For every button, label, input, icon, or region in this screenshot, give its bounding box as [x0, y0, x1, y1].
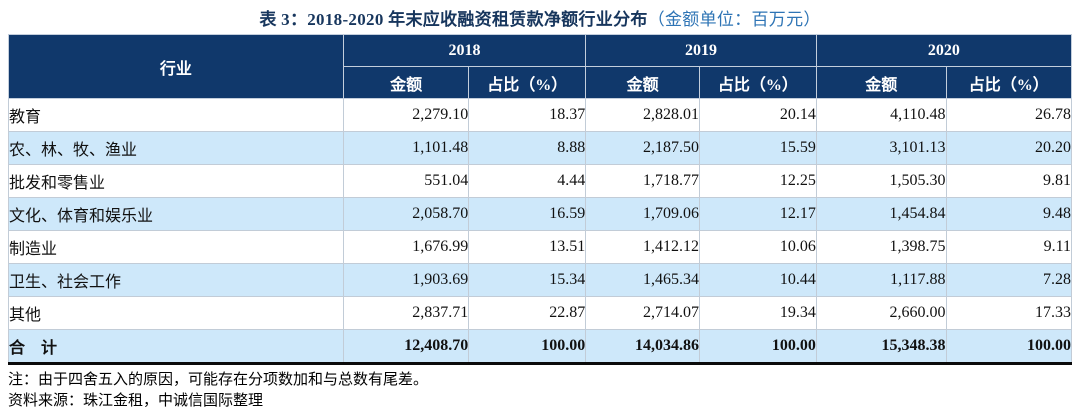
share-cell: 100.00 — [945, 329, 1073, 365]
amount-cell: 1,718.77 — [585, 164, 700, 198]
industry-distribution-table: 行业 2018 2019 2020 金额 占比（%） 金额 占比（%） 金额 占… — [8, 34, 1073, 365]
footnote: 注：由于四舍五入的原因，可能存在分项数加和与总数有尾差。 — [8, 372, 429, 388]
table-title: 表 3：2018-2020 年末应收融资租赁款净额行业分布（金额单位：百万元） — [0, 0, 1080, 34]
source-note: 资料来源：珠江金租，中诚信国际整理 — [8, 393, 264, 409]
amount-cell: 1,505.30 — [815, 164, 947, 198]
share-cell: 15.59 — [698, 131, 817, 165]
header-row-years: 行业 2018 2019 2020 — [8, 34, 1073, 99]
amount-cell: 4,110.48 — [815, 98, 947, 132]
share-cell: 9.11 — [945, 230, 1073, 264]
amount-cell: 15,348.38 — [815, 329, 947, 365]
share-cell: 15.34 — [468, 263, 587, 297]
amount-cell: 2,279.10 — [342, 98, 470, 132]
col-header-share-2018: 占比（%） — [468, 66, 587, 99]
industry-cell: 文化、体育和娱乐业 — [8, 197, 344, 231]
share-cell: 8.88 — [468, 131, 587, 165]
col-header-industry: 行业 — [8, 34, 344, 99]
amount-cell: 1,117.88 — [815, 263, 947, 297]
amount-cell: 1,101.48 — [342, 131, 470, 165]
table-row: 教育 2,279.10 18.37 2,828.01 20.14 4,110.4… — [8, 98, 1073, 132]
table-title-unit: （金额单位：百万元） — [647, 10, 821, 29]
industry-cell: 教育 — [8, 98, 344, 132]
share-cell: 13.51 — [468, 230, 587, 264]
col-header-share-2019: 占比（%） — [698, 66, 817, 99]
col-header-year-2018: 2018 — [342, 34, 587, 67]
share-cell: 18.37 — [468, 98, 587, 132]
col-header-share-2020: 占比（%） — [945, 66, 1073, 99]
amount-cell: 551.04 — [342, 164, 470, 198]
amount-cell: 1,454.84 — [815, 197, 947, 231]
share-cell: 12.17 — [698, 197, 817, 231]
table-row: 文化、体育和娱乐业 2,058.70 16.59 1,709.06 12.17 … — [8, 197, 1073, 231]
amount-cell: 2,058.70 — [342, 197, 470, 231]
share-cell: 22.87 — [468, 296, 587, 330]
share-cell: 26.78 — [945, 98, 1073, 132]
share-cell: 100.00 — [698, 329, 817, 365]
table-row: 制造业 1,676.99 13.51 1,412.12 10.06 1,398.… — [8, 230, 1073, 264]
amount-cell: 2,187.50 — [585, 131, 700, 165]
share-cell: 12.25 — [698, 164, 817, 198]
amount-cell: 3,101.13 — [815, 131, 947, 165]
share-cell: 7.28 — [945, 263, 1073, 297]
share-cell: 9.81 — [945, 164, 1073, 198]
amount-cell: 1,903.69 — [342, 263, 470, 297]
amount-cell: 2,828.01 — [585, 98, 700, 132]
table-notes: 注：由于四舍五入的原因，可能存在分项数加和与总数有尾差。 资料来源：珠江金租，中… — [8, 370, 1072, 412]
col-header-amount-2019: 金额 — [585, 66, 700, 99]
industry-cell: 其他 — [8, 296, 344, 330]
share-cell: 100.00 — [468, 329, 587, 365]
amount-cell: 1,709.06 — [585, 197, 700, 231]
share-cell: 9.48 — [945, 197, 1073, 231]
industry-cell: 制造业 — [8, 230, 344, 264]
share-cell: 17.33 — [945, 296, 1073, 330]
table-row: 批发和零售业 551.04 4.44 1,718.77 12.25 1,505.… — [8, 164, 1073, 198]
table-row: 农、林、牧、渔业 1,101.48 8.88 2,187.50 15.59 3,… — [8, 131, 1073, 165]
share-cell: 16.59 — [468, 197, 587, 231]
amount-cell: 1,676.99 — [342, 230, 470, 264]
share-cell: 19.34 — [698, 296, 817, 330]
col-header-amount-2018: 金额 — [342, 66, 470, 99]
amount-cell: 12,408.70 — [342, 329, 470, 365]
industry-cell: 农、林、牧、渔业 — [8, 131, 344, 165]
table-row: 其他 2,837.71 22.87 2,714.07 19.34 2,660.0… — [8, 296, 1073, 330]
amount-cell: 1,398.75 — [815, 230, 947, 264]
industry-cell: 批发和零售业 — [8, 164, 344, 198]
amount-cell: 2,837.71 — [342, 296, 470, 330]
header-row-metrics: 金额 占比（%） 金额 占比（%） 金额 占比（%） — [9, 66, 1073, 99]
share-cell: 10.44 — [698, 263, 817, 297]
table-title-main: 表 3：2018-2020 年末应收融资租赁款净额行业分布 — [259, 10, 648, 29]
share-cell: 10.06 — [698, 230, 817, 264]
share-cell: 20.20 — [945, 131, 1073, 165]
share-cell: 4.44 — [468, 164, 587, 198]
share-cell: 20.14 — [698, 98, 817, 132]
col-header-amount-2020: 金额 — [815, 66, 947, 99]
total-label-cell: 合 计 — [8, 329, 344, 365]
total-row: 合 计 12,408.70 100.00 14,034.86 100.00 15… — [8, 329, 1073, 365]
col-header-year-2020: 2020 — [815, 34, 1073, 67]
amount-cell: 1,412.12 — [585, 230, 700, 264]
amount-cell: 2,714.07 — [585, 296, 700, 330]
amount-cell: 1,465.34 — [585, 263, 700, 297]
table-row: 卫生、社会工作 1,903.69 15.34 1,465.34 10.44 1,… — [8, 263, 1073, 297]
col-header-year-2019: 2019 — [585, 34, 817, 67]
industry-cell: 卫生、社会工作 — [8, 263, 344, 297]
amount-cell: 2,660.00 — [815, 296, 947, 330]
amount-cell: 14,034.86 — [585, 329, 700, 365]
